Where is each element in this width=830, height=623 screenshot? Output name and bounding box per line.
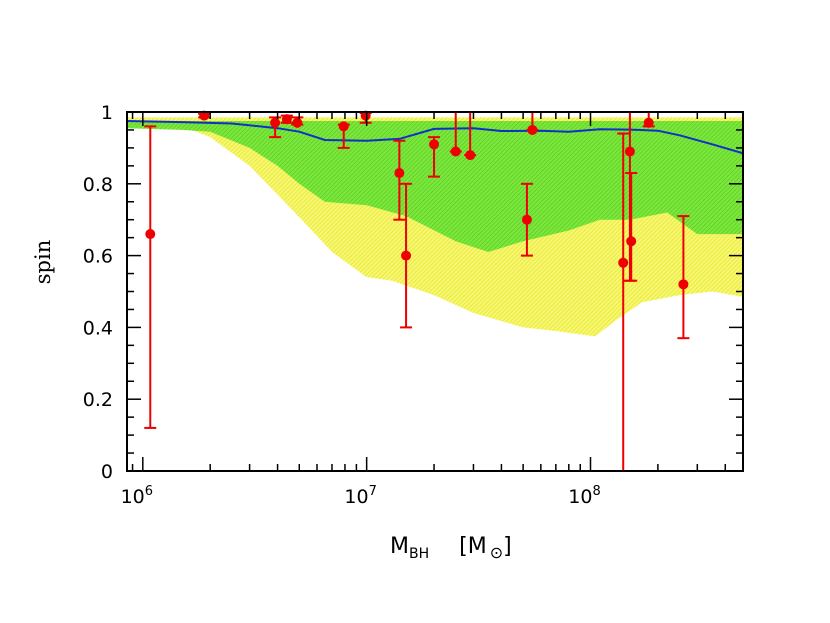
x-axis-title-unit-close: ] — [503, 534, 512, 559]
data-marker — [360, 110, 371, 121]
y-tick-label: 1 — [101, 102, 113, 124]
data-marker — [270, 117, 281, 128]
data-marker — [678, 279, 689, 290]
x-axis-title-unit-sub: ⊙ — [490, 543, 503, 562]
data-point — [337, 121, 350, 149]
data-point — [393, 139, 406, 221]
data-marker — [624, 146, 635, 157]
data-marker — [465, 150, 476, 161]
data-marker — [643, 117, 654, 128]
data-point — [269, 116, 282, 139]
y-tick-label: 0 — [101, 461, 113, 483]
x-tick-label: 108 — [568, 484, 600, 508]
confidence-bands — [127, 117, 743, 337]
x-tick-label: 107 — [344, 484, 376, 508]
data-marker — [521, 214, 532, 225]
data-marker — [618, 257, 629, 268]
data-point — [520, 182, 533, 257]
x-tick-labels: 106 107 108 — [121, 484, 601, 508]
data-marker — [429, 139, 440, 150]
x-axis-title-sub: BH — [409, 546, 429, 562]
data-point — [400, 182, 413, 329]
data-marker — [199, 110, 210, 121]
data-marker — [527, 124, 538, 135]
y-tick-labels: 0 0.2 0.4 0.6 0.8 1 — [83, 102, 113, 483]
x-axis-title-main: M — [390, 534, 409, 559]
data-point — [144, 125, 157, 429]
data-points-layer — [144, 110, 690, 471]
data-point — [198, 110, 211, 121]
data-point — [291, 116, 304, 128]
data-marker — [450, 146, 461, 157]
y-tick-label: 0.6 — [83, 246, 113, 268]
x-axis-title: MBH [M ⊙] — [390, 534, 512, 562]
data-point — [359, 110, 372, 124]
data-point — [449, 111, 462, 157]
data-point — [428, 136, 441, 178]
mean-spin-line-layer — [127, 120, 743, 155]
data-point — [677, 215, 690, 340]
y-axis-title: spin — [31, 240, 55, 284]
data-marker — [394, 168, 405, 179]
data-marker — [626, 236, 637, 247]
data-marker — [338, 121, 349, 132]
x-axis-title-unit: [M — [459, 534, 487, 559]
y-tick-label: 0.4 — [83, 317, 113, 339]
y-tick-label: 0.8 — [83, 174, 113, 196]
mean-spin-line — [127, 120, 743, 155]
data-point — [280, 114, 293, 125]
inner-band-green — [127, 121, 743, 252]
y-tick-label: 0.2 — [83, 389, 113, 411]
x-tick-label: 106 — [121, 484, 153, 508]
data-marker — [145, 229, 156, 240]
data-marker — [401, 250, 412, 261]
axis-ticks — [127, 111, 743, 472]
data-marker — [292, 117, 303, 128]
data-point — [617, 132, 630, 471]
data-point — [625, 172, 638, 282]
data-marker — [281, 114, 292, 125]
